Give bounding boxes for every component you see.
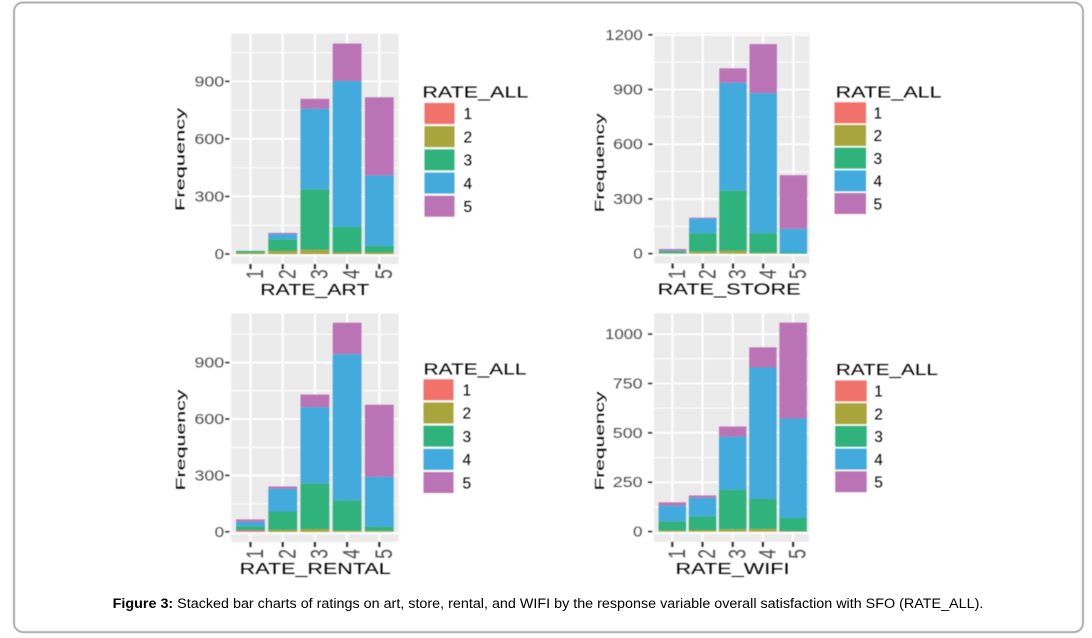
svg-text:3: 3 bbox=[464, 153, 473, 170]
svg-text:5: 5 bbox=[785, 549, 811, 559]
svg-text:5: 5 bbox=[874, 475, 883, 492]
svg-text:500: 500 bbox=[613, 426, 643, 442]
svg-text:RATE_ART: RATE_ART bbox=[260, 282, 369, 299]
svg-text:900: 900 bbox=[195, 356, 225, 372]
svg-text:2: 2 bbox=[275, 549, 301, 559]
svg-text:5: 5 bbox=[464, 199, 473, 216]
svg-text:0: 0 bbox=[215, 247, 225, 263]
svg-text:2: 2 bbox=[464, 129, 473, 146]
svg-text:Frequency: Frequency bbox=[592, 113, 607, 213]
svg-text:300: 300 bbox=[613, 192, 643, 208]
svg-text:RATE_ALL: RATE_ALL bbox=[836, 85, 942, 102]
svg-text:5: 5 bbox=[874, 196, 883, 213]
svg-text:5: 5 bbox=[786, 269, 812, 279]
svg-text:1: 1 bbox=[874, 106, 883, 123]
svg-text:4: 4 bbox=[874, 452, 883, 469]
svg-text:4: 4 bbox=[874, 174, 883, 191]
svg-text:RATE_WIFI: RATE_WIFI bbox=[676, 561, 790, 578]
svg-text:1: 1 bbox=[874, 384, 883, 401]
svg-text:0: 0 bbox=[633, 247, 643, 263]
svg-text:4: 4 bbox=[755, 549, 781, 559]
svg-text:2: 2 bbox=[463, 406, 472, 423]
svg-text:1: 1 bbox=[463, 383, 472, 400]
svg-text:RATE_STORE: RATE_STORE bbox=[658, 282, 801, 299]
svg-text:4: 4 bbox=[339, 549, 365, 559]
svg-text:RATE_RENTAL: RATE_RENTAL bbox=[240, 561, 391, 578]
svg-text:0: 0 bbox=[633, 525, 643, 541]
svg-text:RATE_ALL: RATE_ALL bbox=[422, 84, 528, 101]
svg-text:RATE_ALL: RATE_ALL bbox=[836, 362, 938, 379]
svg-text:3: 3 bbox=[725, 269, 751, 279]
svg-text:Frequency: Frequency bbox=[173, 107, 188, 211]
svg-text:900: 900 bbox=[195, 74, 225, 90]
svg-text:5: 5 bbox=[372, 269, 398, 279]
svg-text:600: 600 bbox=[195, 412, 225, 428]
svg-text:3: 3 bbox=[874, 429, 883, 446]
svg-text:2: 2 bbox=[874, 128, 883, 145]
svg-text:2: 2 bbox=[874, 406, 883, 423]
svg-text:4: 4 bbox=[464, 176, 473, 193]
svg-text:900: 900 bbox=[613, 83, 643, 99]
svg-text:1: 1 bbox=[464, 106, 473, 123]
svg-text:3: 3 bbox=[307, 269, 333, 279]
svg-text:RATE_ALL: RATE_ALL bbox=[424, 362, 527, 379]
svg-text:1000: 1000 bbox=[605, 327, 643, 343]
svg-text:1: 1 bbox=[243, 549, 269, 559]
svg-text:3: 3 bbox=[463, 429, 472, 446]
svg-text:0: 0 bbox=[215, 525, 225, 541]
svg-text:3: 3 bbox=[874, 151, 883, 168]
svg-text:3: 3 bbox=[307, 549, 333, 559]
svg-text:300: 300 bbox=[195, 190, 225, 206]
svg-text:1200: 1200 bbox=[605, 28, 643, 44]
svg-text:4: 4 bbox=[756, 269, 782, 279]
svg-text:2: 2 bbox=[695, 269, 721, 279]
svg-text:1: 1 bbox=[665, 549, 691, 559]
svg-text:300: 300 bbox=[195, 468, 225, 484]
svg-text:600: 600 bbox=[195, 132, 225, 148]
svg-text:250: 250 bbox=[613, 475, 643, 491]
svg-text:600: 600 bbox=[613, 137, 643, 153]
svg-text:5: 5 bbox=[463, 475, 472, 492]
svg-text:2: 2 bbox=[275, 269, 301, 279]
svg-text:3: 3 bbox=[725, 549, 751, 559]
svg-text:5: 5 bbox=[372, 549, 398, 559]
svg-text:4: 4 bbox=[339, 269, 365, 279]
svg-text:1: 1 bbox=[243, 269, 269, 279]
svg-text:1: 1 bbox=[665, 269, 691, 279]
svg-text:2: 2 bbox=[695, 549, 721, 559]
svg-text:4: 4 bbox=[463, 452, 472, 469]
svg-text:Frequency: Frequency bbox=[592, 391, 607, 491]
svg-text:Frequency: Frequency bbox=[173, 389, 188, 491]
svg-text:750: 750 bbox=[613, 377, 643, 393]
